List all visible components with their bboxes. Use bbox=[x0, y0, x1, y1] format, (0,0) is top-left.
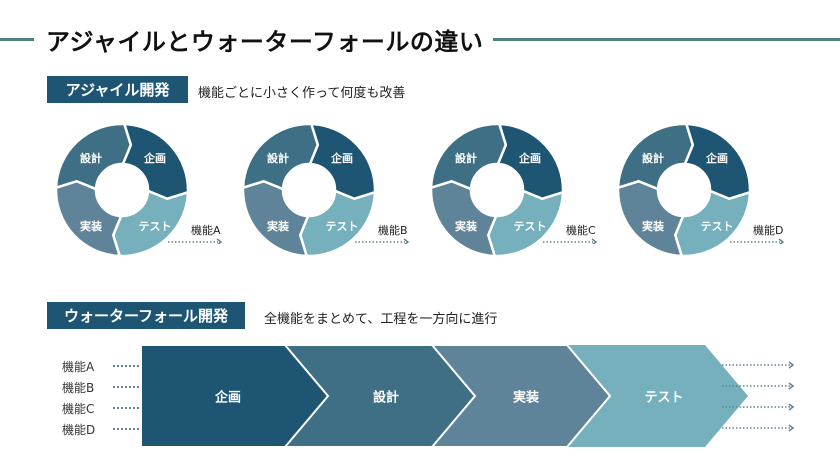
agile-cycle-c: 企画テスト 実装 設計機能C bbox=[430, 123, 630, 263]
cycle-label-implementation: 実装 bbox=[80, 220, 102, 233]
cycle-label-test: テスト bbox=[700, 220, 734, 233]
wf-chevron-test bbox=[565, 345, 748, 447]
cycle-label-implementation: 実装 bbox=[642, 220, 664, 233]
wf-dotted-line-c bbox=[113, 407, 139, 409]
cycle-label-test: テスト bbox=[325, 220, 359, 233]
cycle-label-planning: 企画 bbox=[331, 152, 353, 165]
cycle-label-design: 設計 bbox=[455, 152, 477, 165]
waterfall-flow: 機能A 機能B 機能C 機能D 企画 設計 実装 テスト bbox=[0, 345, 840, 447]
title-rule-right bbox=[493, 38, 840, 41]
cycle-feature-label: 機能D bbox=[753, 224, 784, 237]
cycle-output-arrow bbox=[355, 238, 410, 244]
cycle-segment-design bbox=[55, 123, 133, 191]
cycle-label-test: テスト bbox=[138, 220, 172, 233]
agile-cycle-b: 企画テスト 実装 設計機能B bbox=[242, 123, 442, 263]
wf-output-arrow-b bbox=[722, 382, 795, 390]
cycle-ring bbox=[617, 123, 752, 258]
cycle-feature-label: 機能C bbox=[566, 224, 596, 237]
wf-phase-planning: 企画 bbox=[214, 390, 242, 406]
cycle-label-design: 設計 bbox=[267, 152, 289, 165]
cycle-segment-design bbox=[617, 123, 695, 191]
agile-cycle-d: 企画テスト 実装 設計機能D bbox=[617, 123, 817, 263]
waterfall-description: 全機能をまとめて、工程を一方向に進行 bbox=[264, 312, 498, 327]
cycle-output-arrow bbox=[730, 238, 785, 244]
cycle-output-arrow bbox=[168, 238, 223, 244]
agile-description: 機能ごとに小さく作って何度も改善 bbox=[198, 86, 406, 101]
cycle-label-design: 設計 bbox=[80, 152, 102, 165]
cycle-label-implementation: 実装 bbox=[267, 220, 289, 233]
wf-dotted-line-a bbox=[113, 365, 139, 367]
cycle-output-arrow bbox=[543, 238, 598, 244]
cycle-label-planning: 企画 bbox=[519, 152, 541, 165]
wf-dotted-line-d bbox=[113, 428, 139, 430]
agile-badge: アジャイル開発 bbox=[47, 76, 188, 103]
wf-phase-test: テスト bbox=[644, 390, 684, 406]
title-rule-left bbox=[0, 38, 34, 41]
cycle-label-design: 設計 bbox=[642, 152, 664, 165]
wf-feature-a: 機能A bbox=[62, 360, 95, 374]
cycle-segment-design bbox=[242, 123, 320, 191]
wf-feature-c: 機能C bbox=[62, 402, 95, 416]
wf-feature-b: 機能B bbox=[62, 381, 95, 395]
wf-output-arrow-d bbox=[722, 424, 795, 432]
agile-cycle-a: 企画テスト 実装 設計機能A bbox=[55, 123, 255, 263]
cycle-feature-label: 機能A bbox=[191, 224, 221, 237]
cycle-ring bbox=[242, 123, 377, 258]
cycle-label-implementation: 実装 bbox=[455, 220, 477, 233]
waterfall-chevrons bbox=[140, 345, 748, 447]
cycle-label-planning: 企画 bbox=[144, 152, 166, 165]
wf-output-arrow-c bbox=[722, 403, 795, 411]
cycle-label-planning: 企画 bbox=[706, 152, 728, 165]
waterfall-badge: ウォーターフォール開発 bbox=[47, 302, 245, 329]
wf-chevron-planning bbox=[140, 345, 330, 447]
cycle-feature-label: 機能B bbox=[378, 224, 408, 237]
cycle-ring bbox=[55, 123, 190, 258]
wf-phase-design: 設計 bbox=[372, 390, 400, 406]
title-row: アジャイルとウォーターフォールの違い bbox=[0, 22, 840, 56]
cycle-label-test: テスト bbox=[513, 220, 547, 233]
page-title: アジャイルとウォーターフォールの違い bbox=[46, 28, 484, 56]
wf-dotted-line-b bbox=[113, 386, 139, 388]
cycle-ring bbox=[430, 123, 565, 258]
wf-feature-d: 機能D bbox=[62, 423, 96, 437]
wf-phase-implementation: 実装 bbox=[512, 390, 540, 406]
cycle-segment-design bbox=[430, 123, 508, 191]
wf-output-arrow-a bbox=[722, 361, 795, 369]
